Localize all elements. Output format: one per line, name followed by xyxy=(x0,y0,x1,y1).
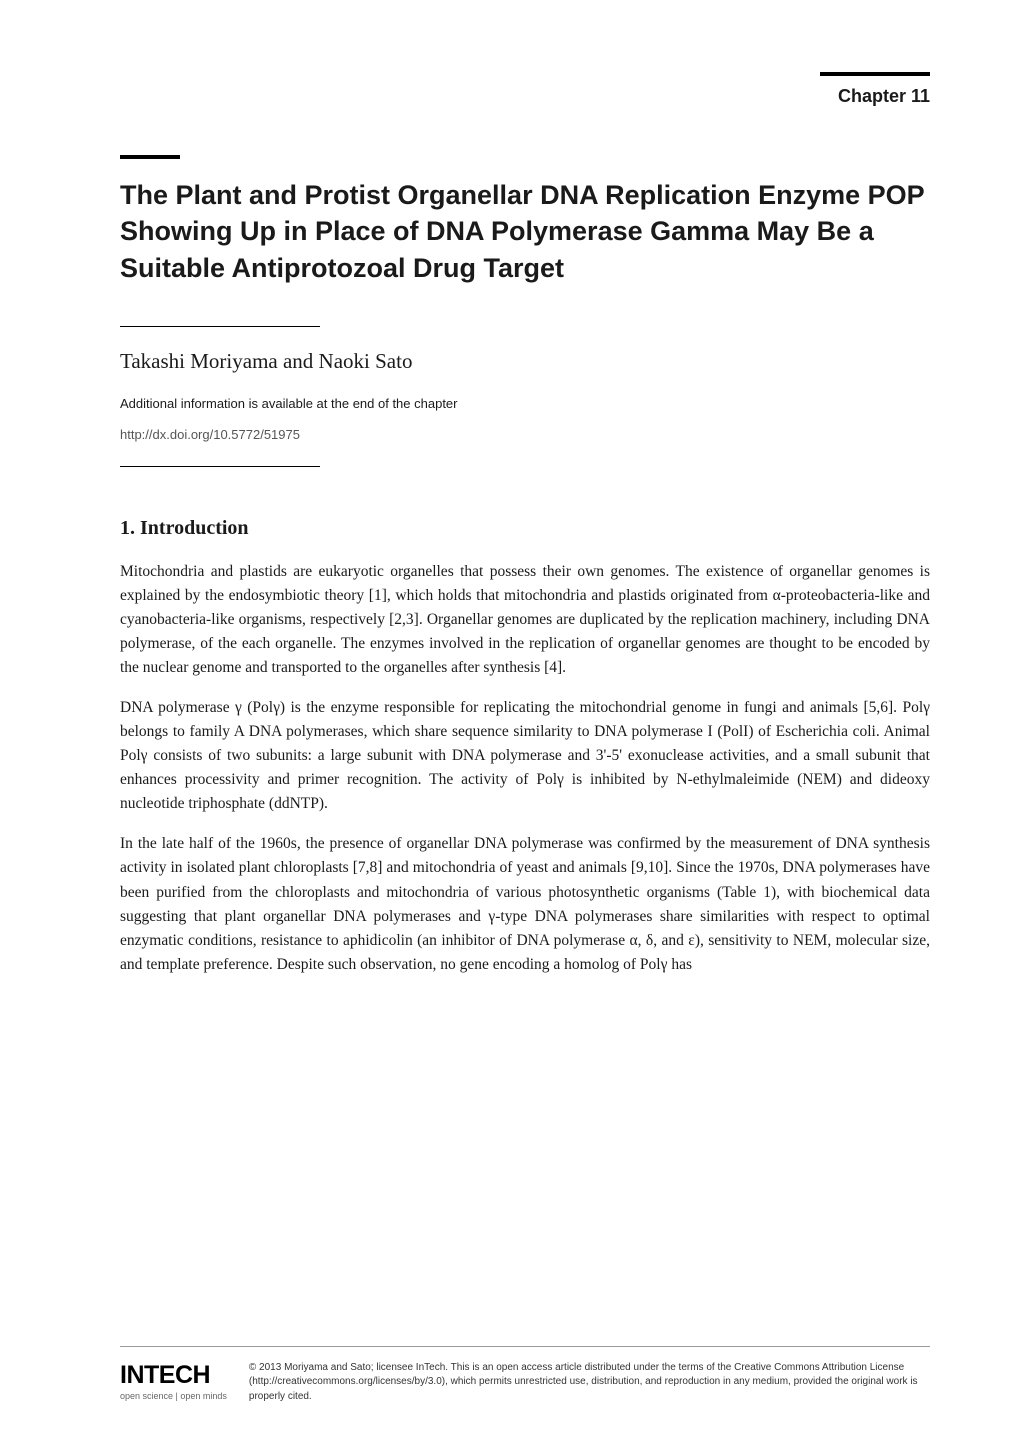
logo-subtitle: open science | open minds xyxy=(120,1391,227,1401)
page-title: The Plant and Protist Organellar DNA Rep… xyxy=(120,177,930,286)
body-paragraph: DNA polymerase γ (Polγ) is the enzyme re… xyxy=(120,696,930,816)
section-heading: 1. Introduction xyxy=(120,517,930,540)
authors: Takashi Moriyama and Naoki Sato xyxy=(120,349,930,374)
logo-text: INTECH xyxy=(120,1361,210,1390)
publisher-logo: INTECH open science | open minds xyxy=(120,1361,227,1401)
body-paragraph: Mitochondria and plastids are eukaryotic… xyxy=(120,560,930,680)
chapter-rule xyxy=(820,72,930,76)
chapter-label: Chapter 11 xyxy=(120,86,930,107)
body-paragraph: In the late half of the 1960s, the prese… xyxy=(120,832,930,976)
meta-end-rule xyxy=(120,466,320,467)
footer: INTECH open science | open minds © 2013 … xyxy=(120,1346,930,1405)
author-rule xyxy=(120,326,320,327)
title-rule xyxy=(120,155,180,159)
doi-link[interactable]: http://dx.doi.org/10.5772/51975 xyxy=(120,427,930,442)
additional-info: Additional information is available at t… xyxy=(120,396,930,411)
copyright-text: © 2013 Moriyama and Sato; licensee InTec… xyxy=(249,1361,930,1405)
